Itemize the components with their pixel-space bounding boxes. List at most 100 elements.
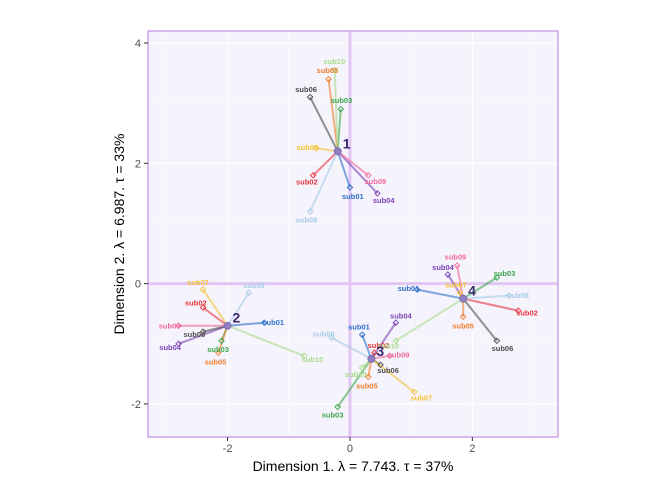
segment-sub10 [333,70,339,152]
y-tick-label: 0 [135,279,141,291]
point-sub04 [444,271,452,278]
segment-sub04 [370,322,397,360]
point-sub05 [325,75,332,83]
subject-labels: sub01 sub02 sub03 sub04 sub05 sub06 sub07 sub08… [159,57,538,419]
point-label-sub08: sub08 [296,216,318,225]
point-sub03 [337,105,345,113]
point-sub07 [410,388,418,396]
point-label-sub02: sub02 [296,178,318,187]
point-sub10 [331,66,338,74]
point-label-sub05: sub05 [317,66,339,75]
point-label-sub10: sub10 [323,57,345,66]
point-sub08 [245,289,253,296]
point-label-sub04: sub04 [390,311,413,320]
point-sub04 [175,340,182,348]
point-sub03 [334,403,342,411]
point-sub01 [260,319,268,327]
point-label-sub04: sub04 [159,343,182,352]
point-sub05 [364,373,372,381]
y-tick-label: 2 [135,158,141,170]
panel-border [147,30,559,438]
segment-sub02 [462,297,519,312]
segment-sub08 [226,292,250,327]
point-sub01 [358,331,366,339]
point-label-sub08: sub08 [243,281,265,290]
segment-sub01 [361,334,373,360]
segment-sub03 [462,276,498,300]
x-tick-label: 2 [469,443,475,455]
segment-sub04 [336,150,379,195]
point-sub06 [306,93,314,101]
point-label-sub06: sub06 [295,85,317,94]
segment-sub05 [327,78,339,152]
y-axis-title: Dimension 2. λ = 6.987. τ = 33% [111,134,127,335]
y-tick-label: -2 [131,399,141,411]
point-label-sub02: sub02 [185,298,207,307]
centroid-marker [367,354,376,363]
point-sub10 [392,337,400,345]
point-label-sub09: sub09 [365,177,387,186]
x-axis-ticks: -2 0 2 [223,437,475,455]
point-label-sub01: sub01 [348,322,370,331]
point-label-sub07: sub07 [187,278,209,287]
point-label-sub02: sub02 [368,341,390,350]
point-sub06 [493,337,501,345]
point-label-sub07: sub07 [297,143,319,152]
point-label-sub03: sub03 [207,345,229,354]
point-sub05 [215,349,222,357]
point-sub02 [514,307,522,315]
segment-sub02 [202,306,229,327]
point-sub09 [453,262,461,269]
centroid-marker [223,321,232,330]
point-sub07 [312,144,320,152]
segment-sub08 [331,336,372,360]
point-sub04 [392,319,400,327]
point-sub03 [218,337,225,345]
x-tick-label: 0 [347,443,353,455]
point-label-sub09: sub09 [445,253,467,262]
point-sub08 [306,208,314,215]
centroid-marker [459,294,468,303]
segment-sub07 [202,289,229,327]
x-axis-title: Dimension 1. λ = 7.743. τ = 37% [253,458,454,474]
point-sub02 [199,304,207,312]
point-sub09 [175,322,182,330]
point-label-sub10: sub10 [345,370,367,379]
point-label-sub03: sub03 [322,410,344,419]
segment-sub01 [336,150,351,188]
point-sub06 [199,328,207,336]
subject-points [175,66,522,411]
point-label-sub07: sub07 [410,393,432,402]
point-sub09 [364,172,372,179]
zero-lines [148,31,558,437]
segment-sub06 [462,298,498,342]
point-label-sub08: sub08 [507,291,529,300]
segment-sub01 [417,288,464,300]
point-label-sub06: sub06 [183,330,205,339]
subject-segments [178,70,519,408]
point-sub06 [377,361,384,369]
centroid-label: 4 [468,283,476,299]
point-label-sub06: sub06 [492,344,514,353]
point-sub01 [413,286,421,293]
centroid-marker [333,147,342,156]
centroids: 1 2 3 4 [223,135,476,363]
point-label-sub05: sub05 [452,322,474,331]
segment-sub10 [227,324,305,357]
y-tick-label: 4 [135,38,141,50]
point-label-sub03: sub03 [494,269,516,278]
segment-sub08 [463,294,510,300]
point-label-sub07: sub07 [445,281,467,290]
segment-sub08 [309,150,339,212]
centroid-label: 3 [376,343,384,359]
segment-sub01 [227,321,265,327]
point-label-sub08: sub08 [313,330,335,339]
point-sub02 [371,349,378,357]
point-label-sub05: sub05 [205,357,227,366]
point-sub02 [309,172,317,179]
point-sub04 [374,190,381,197]
point-sub08 [328,334,335,342]
segment-sub09 [337,150,369,177]
point-label-sub10: sub10 [377,342,399,351]
point-label-sub09: sub09 [159,322,181,331]
